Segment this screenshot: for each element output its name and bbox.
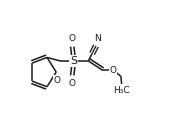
Text: S: S xyxy=(70,56,77,66)
Text: O: O xyxy=(69,34,76,43)
Text: O: O xyxy=(53,76,60,85)
Text: H₃C: H₃C xyxy=(113,86,130,95)
Text: O: O xyxy=(69,79,76,88)
Text: O: O xyxy=(109,66,116,75)
Text: N: N xyxy=(94,34,101,43)
